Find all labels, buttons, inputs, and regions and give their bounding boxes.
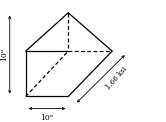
Text: 1.66 ksi: 1.66 ksi	[105, 65, 129, 91]
Text: 10": 10"	[40, 114, 54, 122]
Text: 10": 10"	[0, 48, 8, 61]
